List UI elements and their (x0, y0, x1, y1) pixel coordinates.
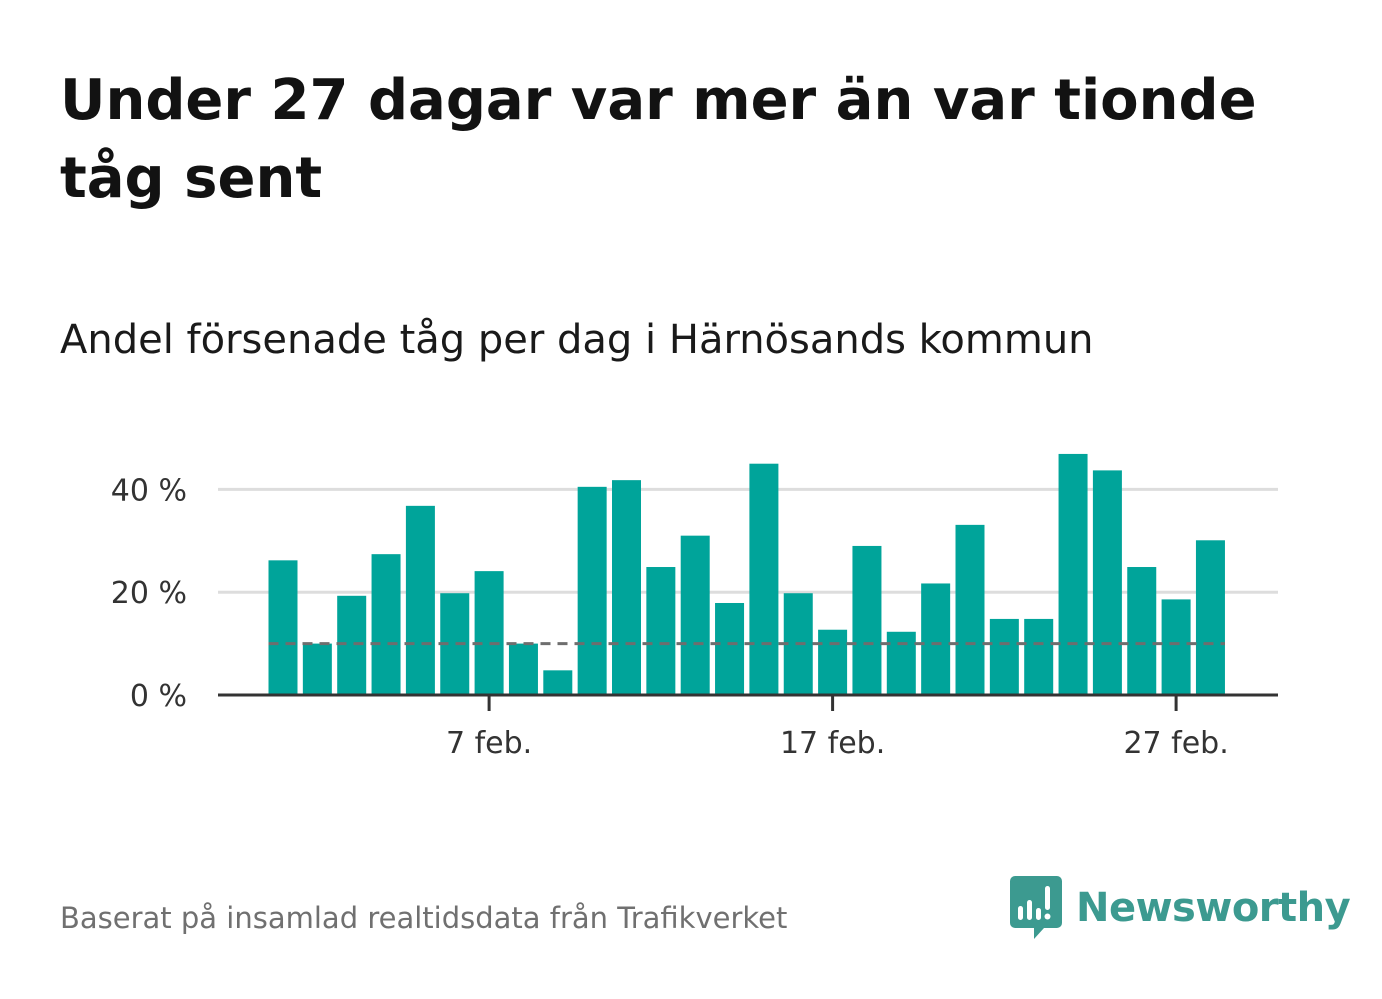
chart-title: Under 27 dagar var mer än var tionde tåg… (60, 68, 1257, 211)
bar (1161, 599, 1191, 695)
chart-subtitle: Andel försenade tåg per dag i Härnösands… (60, 317, 1094, 363)
x-axis (218, 693, 1278, 711)
x-tick-label: 27 feb. (1123, 726, 1228, 761)
bar (612, 480, 641, 695)
newsworthy-logo: Newsworthy (1010, 876, 1351, 940)
bar (818, 629, 848, 695)
y-axis-labels: 0 % 20 % 40 % (111, 473, 187, 714)
bar (371, 554, 401, 695)
x-axis-labels: 7 feb. 17 feb. 27 feb. (446, 726, 1229, 761)
bar (1024, 618, 1054, 695)
x-tick-label: 7 feb. (446, 726, 532, 761)
bar (955, 524, 985, 695)
bar (646, 567, 676, 695)
bar (1058, 453, 1088, 695)
bar (577, 486, 607, 695)
bars (268, 453, 1225, 695)
y-tick-label: 0 % (130, 679, 187, 714)
bar (989, 618, 1019, 695)
bar (1092, 470, 1122, 695)
bar (921, 583, 951, 695)
bar (337, 595, 367, 695)
logo-text: Newsworthy (1076, 885, 1351, 931)
bar (474, 571, 504, 695)
y-tick-label: 40 % (111, 473, 187, 508)
bar (680, 535, 710, 695)
bar (543, 670, 573, 695)
bar (886, 631, 916, 695)
bar (268, 560, 298, 695)
source-note: Baserat på insamlad realtidsdata från Tr… (60, 901, 788, 935)
bar (1195, 540, 1225, 695)
bar (715, 602, 745, 695)
bar (852, 545, 882, 695)
y-tick-label: 20 % (111, 576, 187, 611)
bar (508, 643, 538, 695)
bar (302, 643, 332, 695)
bar (749, 463, 779, 695)
newsworthy-bar-chart-bubble-icon (1010, 876, 1062, 939)
x-tick-label: 17 feb. (780, 726, 885, 761)
bar (1127, 567, 1157, 695)
bar (405, 505, 435, 695)
